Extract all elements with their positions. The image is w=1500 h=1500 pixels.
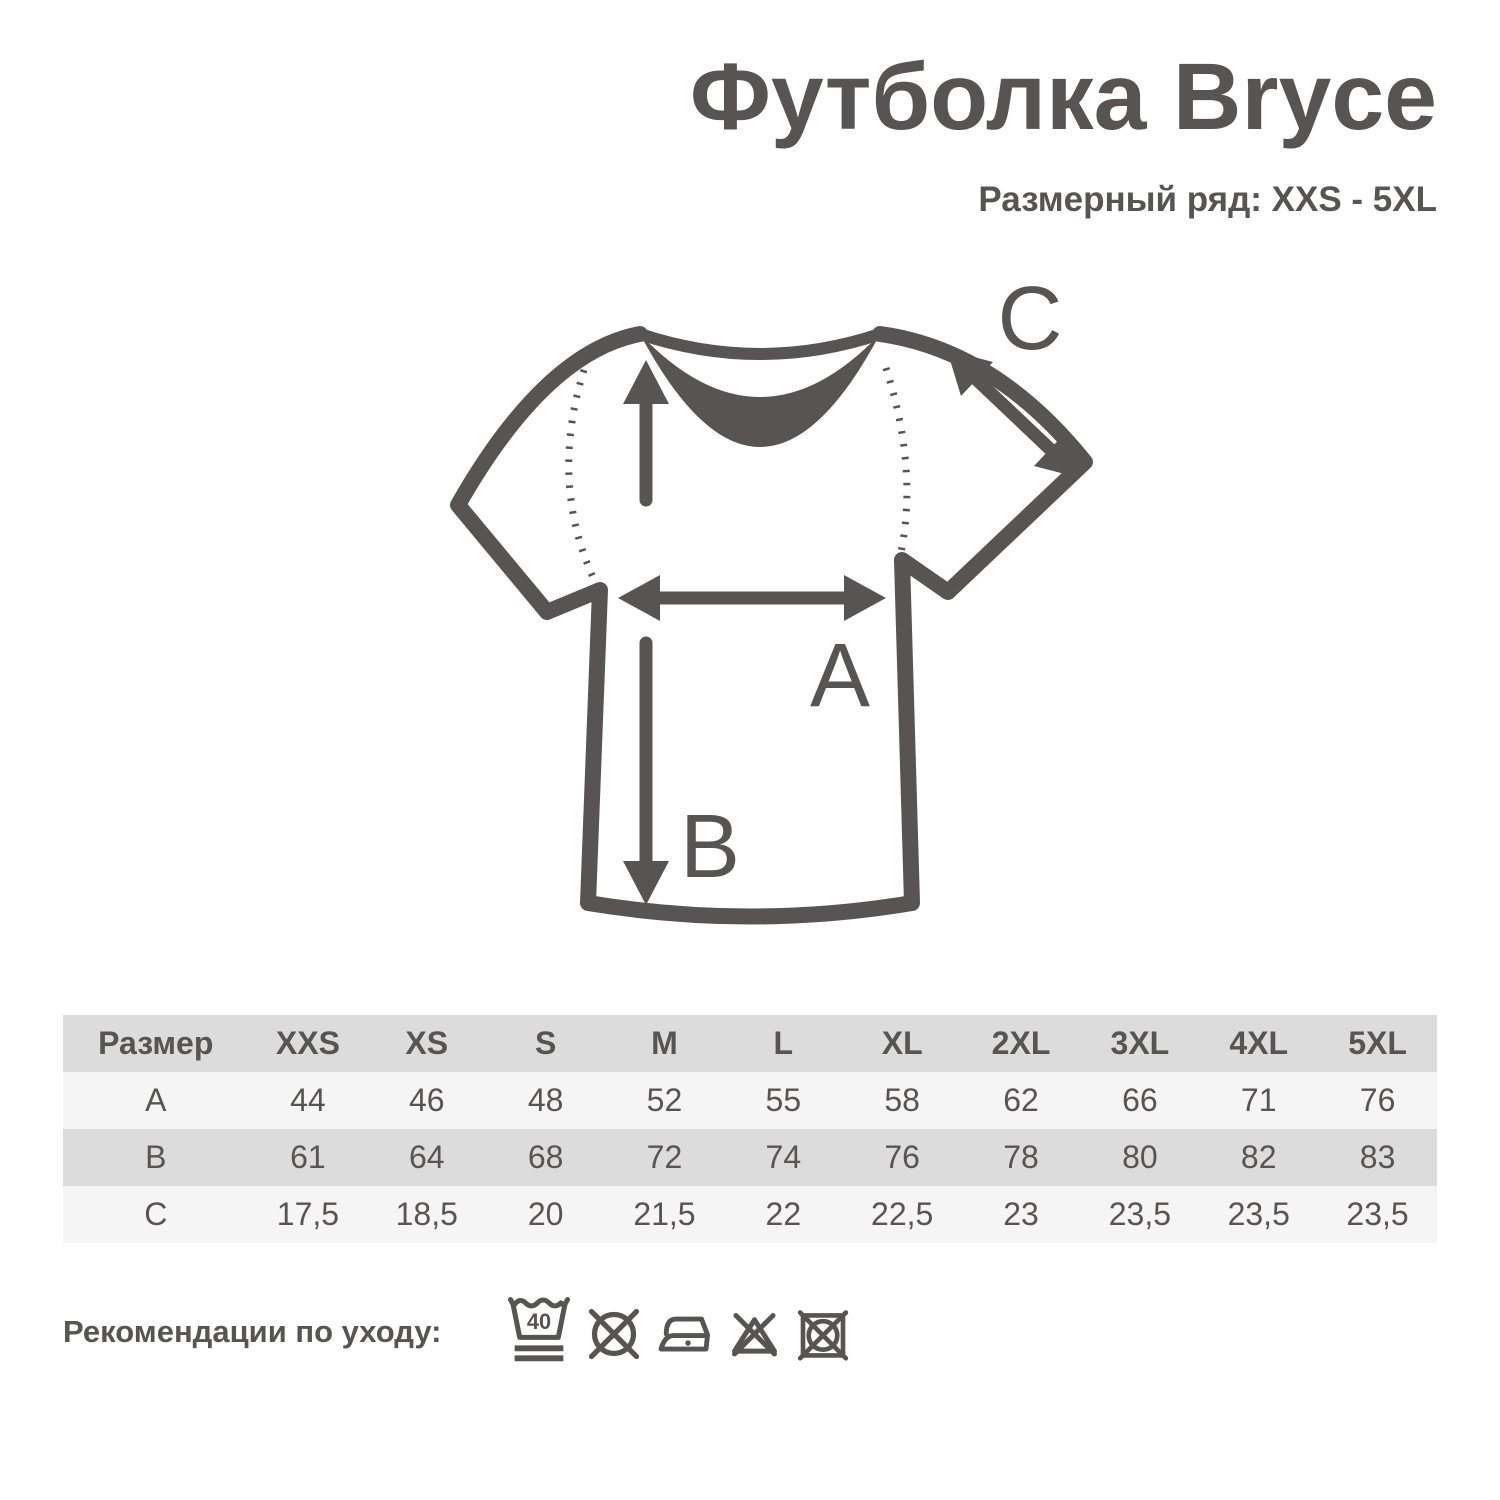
arrow-b-head-up [623, 360, 669, 404]
measure-label-b: B [680, 797, 740, 897]
right-seam-dotted-line [882, 366, 911, 553]
iron-low-temp-icon [658, 1316, 710, 1352]
table-cell: 18,5 [395, 1196, 458, 1232]
table-cell: 64 [408, 1139, 445, 1175]
table-cell: 17,5 [276, 1196, 340, 1232]
tshirt-collar [640, 334, 880, 447]
row-label: C [144, 1196, 168, 1232]
arrow-a-head-right [844, 575, 886, 621]
table-cell: 44 [290, 1082, 326, 1118]
table-cell: 21,5 [633, 1196, 696, 1232]
left-seam-dotted-line [565, 368, 601, 588]
wash-40-icon: 40 [507, 1297, 571, 1362]
table-cell: 66 [1122, 1082, 1158, 1118]
size-range-subtitle: Размерный ряд: XXS - 5XL [978, 180, 1437, 219]
size-header: XS [405, 1025, 449, 1061]
care-recommendations-label: Рекомендации по уходу: [63, 1314, 442, 1349]
tshirt-outline [450, 326, 1093, 925]
table-cell: 55 [765, 1082, 802, 1118]
arrow-c-head-downright [1034, 432, 1080, 478]
size-header: L [773, 1025, 794, 1061]
table-cell: 22 [765, 1196, 802, 1232]
arrow-a-head-left [618, 575, 660, 621]
size-header: 2XL [991, 1025, 1051, 1061]
table-cell: 76 [1359, 1082, 1396, 1118]
row-label: B [145, 1139, 167, 1175]
table-cell: 68 [527, 1139, 564, 1175]
sleeve-arrow-c [968, 371, 1059, 458]
table-cell: 22,5 [871, 1196, 934, 1232]
table-cell: 76 [884, 1139, 920, 1175]
table-cell: 20 [527, 1196, 564, 1232]
table-cell: 46 [408, 1082, 445, 1118]
tshirt-back-neckline [634, 328, 886, 360]
table-row-a: A 44 46 48 52 55 58 62 66 71 76 [63, 1072, 1437, 1129]
table-cell: 23,5 [1108, 1196, 1171, 1232]
table-cell: 58 [884, 1082, 920, 1118]
table-cell: 72 [646, 1139, 683, 1175]
table-cell: 23,5 [1227, 1196, 1290, 1232]
table-cell: 71 [1240, 1082, 1277, 1118]
table-cell: 62 [1003, 1082, 1039, 1118]
do-not-dry-clean-icon [588, 1308, 640, 1360]
table-cell: 52 [646, 1082, 683, 1118]
row-label: A [145, 1082, 167, 1118]
size-header: 5XL [1348, 1025, 1407, 1061]
table-cell: 23,5 [1346, 1196, 1409, 1232]
size-header: M [651, 1025, 678, 1061]
table-cell: 82 [1240, 1139, 1277, 1175]
do-not-bleach-icon [732, 1312, 777, 1357]
table-cell: 80 [1122, 1139, 1158, 1175]
size-header: XL [881, 1025, 923, 1061]
measure-label-a: A [810, 626, 870, 726]
page-title: Футболка Bryce [689, 44, 1437, 150]
arrow-b-head-down [623, 861, 669, 905]
size-header: 4XL [1229, 1025, 1289, 1061]
size-table: Размер XXS XS S M L XL 2XL 3XL 4XL 5XL A… [63, 1015, 1437, 1243]
table-cell: 78 [1003, 1139, 1039, 1175]
size-header: 3XL [1110, 1025, 1170, 1061]
size-header: XXS [275, 1025, 340, 1061]
table-row-b: B 61 64 68 72 74 76 78 80 82 83 [63, 1129, 1437, 1186]
table-cell: 61 [290, 1139, 326, 1175]
wash-temp-value: 40 [527, 1309, 551, 1334]
care-icons-row: 40 [505, 1292, 852, 1376]
size-column-header: Размер [98, 1025, 214, 1061]
table-row-c: C 17,5 18,5 20 21,5 22 22,5 23 23,5 23,5… [63, 1186, 1437, 1243]
table-cell: 83 [1359, 1139, 1396, 1175]
do-not-tumble-dry-icon [797, 1310, 849, 1361]
iron-temperature-dot [685, 1340, 691, 1346]
table-cell: 23 [1003, 1196, 1039, 1232]
size-table-header-row: Размер XXS XS S M L XL 2XL 3XL 4XL 5XL [63, 1015, 1437, 1072]
arrow-c-head-upleft [947, 350, 993, 396]
size-header: S [534, 1025, 557, 1061]
table-cell: 74 [765, 1139, 802, 1175]
measure-label-c: C [998, 269, 1063, 369]
table-cell: 48 [527, 1082, 564, 1118]
